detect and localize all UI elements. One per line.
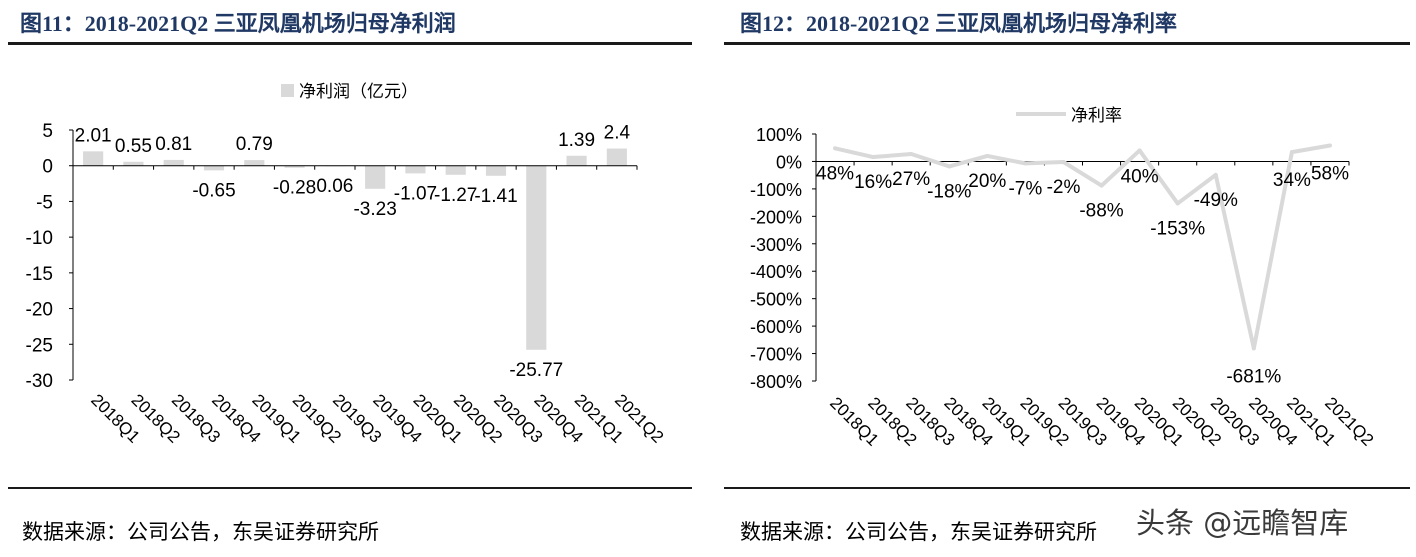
data-label: -1.07 <box>394 183 437 204</box>
y-tick-label: -5 <box>36 192 53 213</box>
bar-2019Q4 <box>365 165 386 189</box>
point-2021Q2 <box>1327 143 1332 148</box>
data-label: -88% <box>1079 201 1123 222</box>
y-tick-label: 0% <box>776 152 802 172</box>
bar-2018Q1 <box>83 151 104 166</box>
data-label: -7% <box>1008 178 1042 199</box>
bar-2021Q2 <box>606 148 627 166</box>
data-label: 0.55 <box>115 136 152 157</box>
footer-rule <box>724 487 1410 489</box>
data-label: 2.4 <box>604 123 631 144</box>
point-2019Q1 <box>985 153 990 158</box>
data-label: -153% <box>1150 218 1205 239</box>
bar-2019Q2 <box>284 165 305 168</box>
y-tick-label: -200% <box>750 207 802 227</box>
data-label: 27% <box>892 169 930 190</box>
figure-12-panel: 图12：2018-2021Q2 三亚凤凰机场归母净利率 净利率 100% 0% -10… <box>718 0 1416 557</box>
y-tick-label: -400% <box>750 262 802 282</box>
title-rule <box>8 42 692 45</box>
y-tick-label: 100% <box>756 125 802 145</box>
data-label: -25.77 <box>509 360 563 381</box>
y-tick-label: -500% <box>750 290 802 310</box>
point-2019Q2 <box>1023 161 1028 166</box>
y-tick-label: -600% <box>750 317 802 337</box>
y-tick-label: -300% <box>750 235 802 255</box>
y-tick-label: -30 <box>26 371 53 392</box>
point-2019Q4 <box>1099 183 1104 188</box>
legend-swatch <box>281 84 294 97</box>
figure-12-title: 图12：2018-2021Q2 三亚凤凰机场归母净利率 <box>740 11 1177 36</box>
point-2020Q4 <box>1251 346 1256 351</box>
y-tick-label: -25 <box>26 335 53 356</box>
data-label: -0.65 <box>192 180 235 201</box>
bar-2018Q2 <box>123 161 144 166</box>
figure-11-title: 图11：2018-2021Q2 三亚凤凰机场归母净利润 <box>20 11 456 36</box>
point-2018Q2 <box>871 155 876 160</box>
data-label: 20% <box>968 171 1006 192</box>
y-tick-label: -10 <box>26 228 53 249</box>
data-label: 48% <box>816 163 854 184</box>
point-2018Q1 <box>833 146 838 151</box>
data-label: 0.06 <box>316 176 353 197</box>
y-tick-label: -100% <box>750 180 802 200</box>
net-profit-bar-chart: 净利润（亿元）50-5-10-15-20-25-302018Q12018Q220… <box>26 82 668 447</box>
y-tick-label: -700% <box>750 345 802 365</box>
y-tick-label: -800% <box>750 372 802 392</box>
watermark: 头条 @远瞻智库 <box>1136 506 1349 540</box>
point-2019Q3 <box>1061 159 1066 164</box>
data-label: 16% <box>854 172 892 193</box>
data-label: -1.27 <box>434 185 477 206</box>
y-tick-label: 5 <box>42 121 53 142</box>
bar-2020Q1 <box>405 165 426 174</box>
y-tick-label: -15 <box>26 264 53 285</box>
data-label: -0.28 <box>273 178 316 199</box>
net-margin-line <box>834 143 1331 351</box>
bar-2018Q3 <box>163 159 184 166</box>
footer-rule <box>8 487 692 489</box>
bar-2020Q3 <box>485 165 507 176</box>
point-2020Q2 <box>1175 201 1180 206</box>
bar-2020Q2 <box>445 165 466 175</box>
net-margin-line-chart: 净利率 100% 0% -100% -200% -300% -400% -500% -600% -… <box>750 106 1377 450</box>
point-2018Q3 <box>909 152 914 157</box>
data-label: -49% <box>1194 190 1238 211</box>
legend-label: 净利率 <box>1071 106 1122 125</box>
y-tick-label: 0 <box>42 157 53 178</box>
bar-2021Q1 <box>566 155 587 166</box>
figure-11-source: 数据来源：公司公告，东吴证券研究所 <box>22 520 379 544</box>
title-rule <box>724 42 1410 45</box>
data-label: -2% <box>1047 177 1081 198</box>
point-2020Q3 <box>1213 172 1218 177</box>
data-label: 1.39 <box>558 130 595 151</box>
point-2018Q4 <box>947 164 952 169</box>
data-label: -3.23 <box>353 199 396 220</box>
point-2020Q1 <box>1137 148 1142 153</box>
data-label: -18% <box>927 181 971 202</box>
data-label: -681% <box>1226 366 1281 387</box>
data-label: 58% <box>1311 164 1349 185</box>
y-tick-label: -20 <box>26 300 53 321</box>
legend-label: 净利润（亿元） <box>299 82 418 101</box>
data-label: 2.01 <box>75 125 112 146</box>
data-label: 34% <box>1273 170 1311 191</box>
point-2021Q1 <box>1289 150 1294 155</box>
data-label: 0.81 <box>155 134 192 155</box>
bar-2019Q1 <box>244 160 265 166</box>
bar-2020Q4 <box>526 165 547 350</box>
figure-12-source: 数据来源：公司公告，东吴证券研究所 <box>740 520 1097 544</box>
bar-2018Q4 <box>203 165 225 171</box>
data-label: 40% <box>1121 166 1159 187</box>
data-label: 0.79 <box>236 134 273 155</box>
data-label: -1.41 <box>474 186 517 207</box>
figure-11-panel: 图11：2018-2021Q2 三亚凤凰机场归母净利润 净利润（亿元） 5 0 -5 -… <box>0 0 700 557</box>
